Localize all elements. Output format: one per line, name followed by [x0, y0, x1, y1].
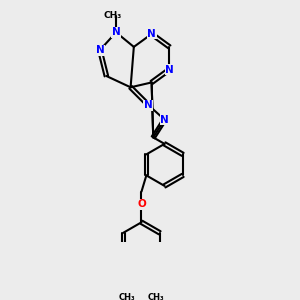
Text: O: O: [137, 200, 146, 209]
Text: N: N: [112, 27, 120, 37]
Text: N: N: [95, 45, 104, 55]
Text: CH₃: CH₃: [148, 293, 164, 300]
Text: N: N: [147, 29, 156, 39]
Text: CH₃: CH₃: [104, 11, 122, 20]
Text: N: N: [160, 115, 169, 124]
Text: CH₃: CH₃: [118, 293, 135, 300]
Text: N: N: [144, 100, 153, 110]
Text: N: N: [165, 64, 174, 74]
